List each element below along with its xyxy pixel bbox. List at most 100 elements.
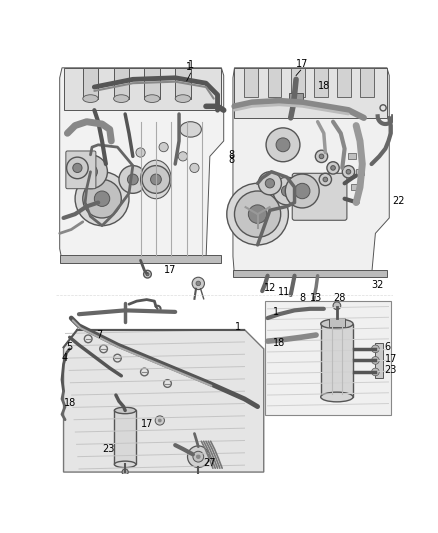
Circle shape (196, 281, 201, 286)
Bar (113, 68, 129, 99)
Bar (60, 255, 221, 263)
Bar (360, 68, 374, 97)
Circle shape (331, 166, 336, 170)
Circle shape (242, 199, 273, 230)
FancyBboxPatch shape (265, 301, 391, 415)
Circle shape (187, 446, 209, 467)
Bar (291, 68, 304, 97)
Bar (356, 168, 364, 175)
Ellipse shape (175, 95, 191, 102)
Text: 17: 17 (296, 59, 308, 69)
Circle shape (75, 172, 129, 225)
Bar (244, 68, 258, 97)
Circle shape (91, 187, 113, 210)
Circle shape (83, 180, 121, 218)
Text: 23: 23 (102, 444, 114, 454)
Circle shape (234, 191, 281, 237)
Circle shape (146, 273, 149, 276)
Circle shape (190, 163, 199, 173)
Ellipse shape (321, 319, 353, 329)
Circle shape (276, 138, 290, 152)
Ellipse shape (141, 160, 171, 199)
Circle shape (151, 174, 161, 185)
Circle shape (333, 302, 341, 310)
Circle shape (327, 161, 339, 174)
Bar (145, 68, 160, 99)
Text: 18: 18 (64, 398, 76, 408)
Text: 8: 8 (228, 155, 234, 165)
Text: 5: 5 (67, 342, 73, 352)
Text: 4: 4 (62, 353, 68, 363)
Text: 18: 18 (273, 338, 285, 348)
Text: 22: 22 (392, 196, 405, 206)
Ellipse shape (145, 95, 160, 102)
Ellipse shape (180, 122, 201, 137)
Circle shape (323, 177, 328, 182)
Text: 23: 23 (385, 366, 397, 375)
Text: 8: 8 (228, 150, 234, 160)
Circle shape (159, 142, 168, 152)
Circle shape (319, 173, 332, 185)
Circle shape (266, 128, 300, 161)
Bar (349, 154, 356, 159)
Bar (351, 184, 358, 190)
Bar (83, 68, 98, 99)
Circle shape (74, 155, 107, 189)
Circle shape (178, 152, 187, 161)
Circle shape (346, 169, 351, 174)
Circle shape (371, 345, 379, 353)
Circle shape (371, 368, 379, 376)
Circle shape (144, 270, 151, 278)
FancyBboxPatch shape (292, 173, 347, 220)
Circle shape (136, 148, 145, 157)
Polygon shape (60, 68, 224, 260)
Bar (314, 68, 328, 97)
Polygon shape (64, 329, 264, 472)
Polygon shape (64, 68, 221, 110)
FancyBboxPatch shape (66, 151, 96, 189)
Text: 12: 12 (264, 284, 276, 293)
Bar (337, 68, 351, 97)
Text: 7: 7 (96, 330, 102, 340)
Circle shape (196, 454, 201, 459)
Ellipse shape (113, 95, 129, 102)
Text: 13: 13 (310, 294, 322, 303)
Circle shape (67, 157, 88, 179)
Circle shape (315, 150, 328, 163)
Text: 32: 32 (371, 280, 384, 289)
Text: 27: 27 (204, 458, 216, 468)
Text: 17: 17 (164, 265, 176, 276)
Bar (329, 318, 345, 327)
Text: 18: 18 (318, 80, 330, 91)
Circle shape (282, 185, 292, 196)
Circle shape (192, 277, 205, 289)
Ellipse shape (114, 407, 136, 414)
Polygon shape (233, 68, 389, 276)
Circle shape (342, 166, 355, 178)
Circle shape (273, 177, 301, 205)
Circle shape (258, 172, 282, 195)
Bar (233, 270, 387, 277)
Text: 1: 1 (235, 322, 241, 332)
Text: 8: 8 (299, 294, 305, 303)
Text: 11: 11 (278, 287, 290, 297)
Circle shape (371, 357, 379, 364)
Ellipse shape (114, 461, 136, 467)
Text: 17: 17 (385, 354, 397, 364)
Text: 1: 1 (273, 307, 279, 317)
Circle shape (127, 174, 138, 185)
Circle shape (142, 166, 170, 193)
Circle shape (122, 469, 128, 475)
Text: 6: 6 (385, 342, 391, 352)
Circle shape (248, 205, 267, 223)
Circle shape (119, 166, 147, 193)
Polygon shape (234, 68, 387, 118)
Circle shape (319, 154, 324, 159)
Text: 1: 1 (187, 60, 194, 70)
Bar (321, 324, 353, 397)
Text: 28: 28 (333, 294, 346, 303)
Ellipse shape (83, 95, 98, 102)
Bar (114, 410, 136, 464)
Circle shape (94, 191, 110, 206)
Text: 17: 17 (141, 419, 153, 429)
